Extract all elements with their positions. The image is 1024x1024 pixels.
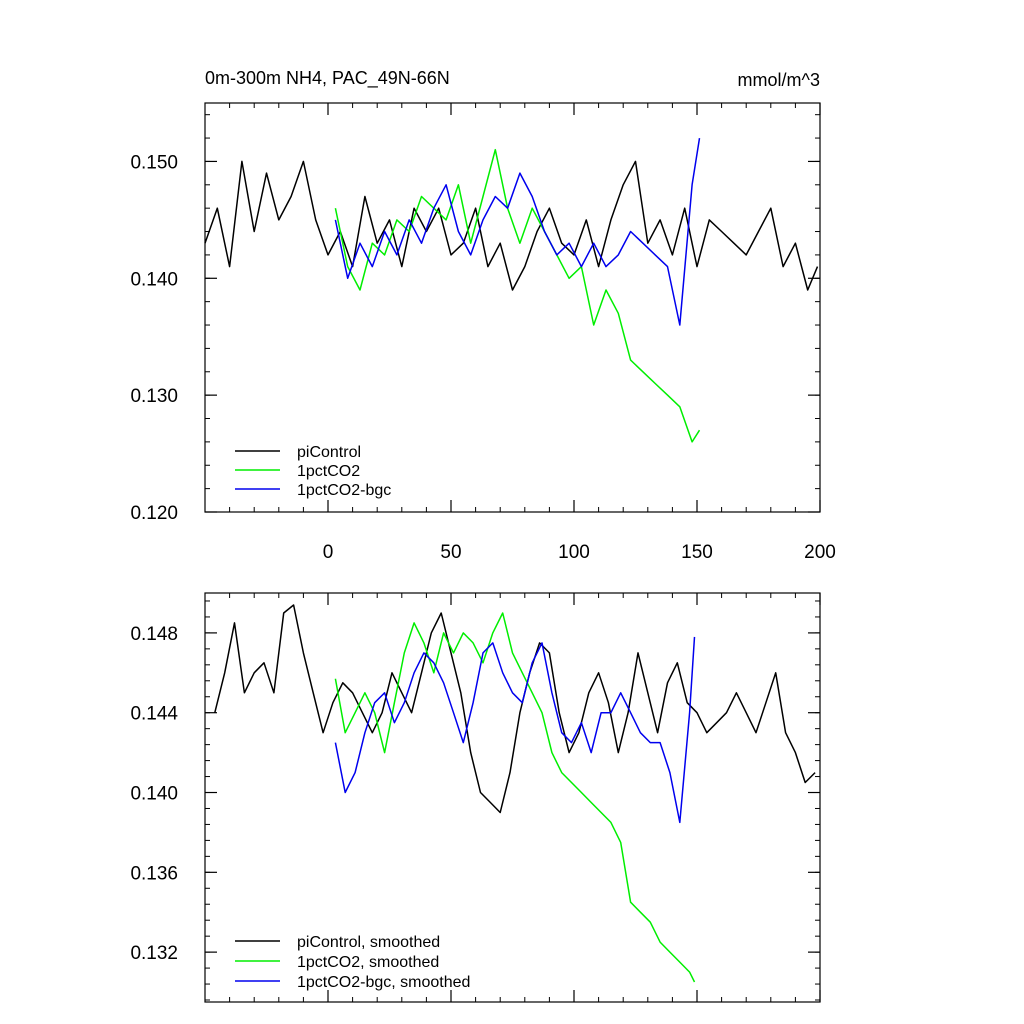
- bottom-y-tick-label: 0.132: [130, 943, 178, 964]
- top-x-tick-label: 100: [558, 542, 590, 563]
- legend-label-1pctCO2-bgc: 1pctCO2-bgc: [297, 482, 391, 499]
- top-series-line-1pctco2-bgc: [334, 137, 701, 326]
- bottom-legend: piControl, smoothed 1pctCO2, smoothed 1p…: [235, 934, 470, 991]
- bottom-y-tick-label: 0.136: [130, 863, 178, 884]
- top-x-tick-label: 50: [440, 542, 461, 563]
- top-y-tick-label: 0.120: [130, 503, 178, 524]
- legend-label-1pctCO2-smoothed: 1pctCO2, smoothed: [297, 954, 439, 971]
- legend-label-1pctCO2: 1pctCO2: [297, 463, 360, 480]
- top-x-tick-label: 0: [323, 542, 334, 563]
- bottom-series-line-1pctco2-bgc-smoothed: [334, 636, 696, 824]
- top-y-tick-label: 0.130: [130, 386, 178, 407]
- legend-label-piControl-smoothed: piControl, smoothed: [297, 934, 440, 951]
- bottom-chart-panel: 0.132 0.136 0.140 0.144 0.148 piControl, smo…: [130, 592, 821, 1003]
- bottom-y-tick-label: 0.140: [130, 784, 178, 805]
- top-y-tick-label: 0.150: [130, 152, 178, 173]
- top-x-tick-label: 150: [681, 542, 713, 563]
- top-plot-frame: [204, 102, 821, 513]
- top-chart-title: 0m-300m NH4, PAC_49N-66N: [205, 68, 450, 89]
- top-chart-units: mmol/m^3: [738, 70, 820, 90]
- bottom-series-line-1pctco2-smoothed: [334, 612, 696, 983]
- top-series-line-1pctco2: [334, 148, 701, 443]
- top-series-line-picontrol: [204, 160, 819, 291]
- bottom-y-tick-label: 0.148: [130, 624, 178, 645]
- bottom-series-line-picontrol-smoothed: [214, 604, 816, 814]
- legend-label-piControl: piControl: [297, 444, 361, 461]
- legend-label-1pctCO2-bgc-smoothed: 1pctCO2-bgc, smoothed: [297, 974, 470, 991]
- top-chart-panel: 0m-300m NH4, PAC_49N-66N mmol/m^3 0 50 100…: [130, 68, 835, 563]
- top-x-tick-label: 200: [804, 542, 836, 563]
- top-legend: piControl 1pctCO2 1pctCO2-bgc: [235, 444, 391, 499]
- bottom-plot-frame: [204, 592, 821, 1003]
- bottom-y-tick-label: 0.144: [130, 704, 178, 725]
- top-y-tick-label: 0.140: [130, 269, 178, 290]
